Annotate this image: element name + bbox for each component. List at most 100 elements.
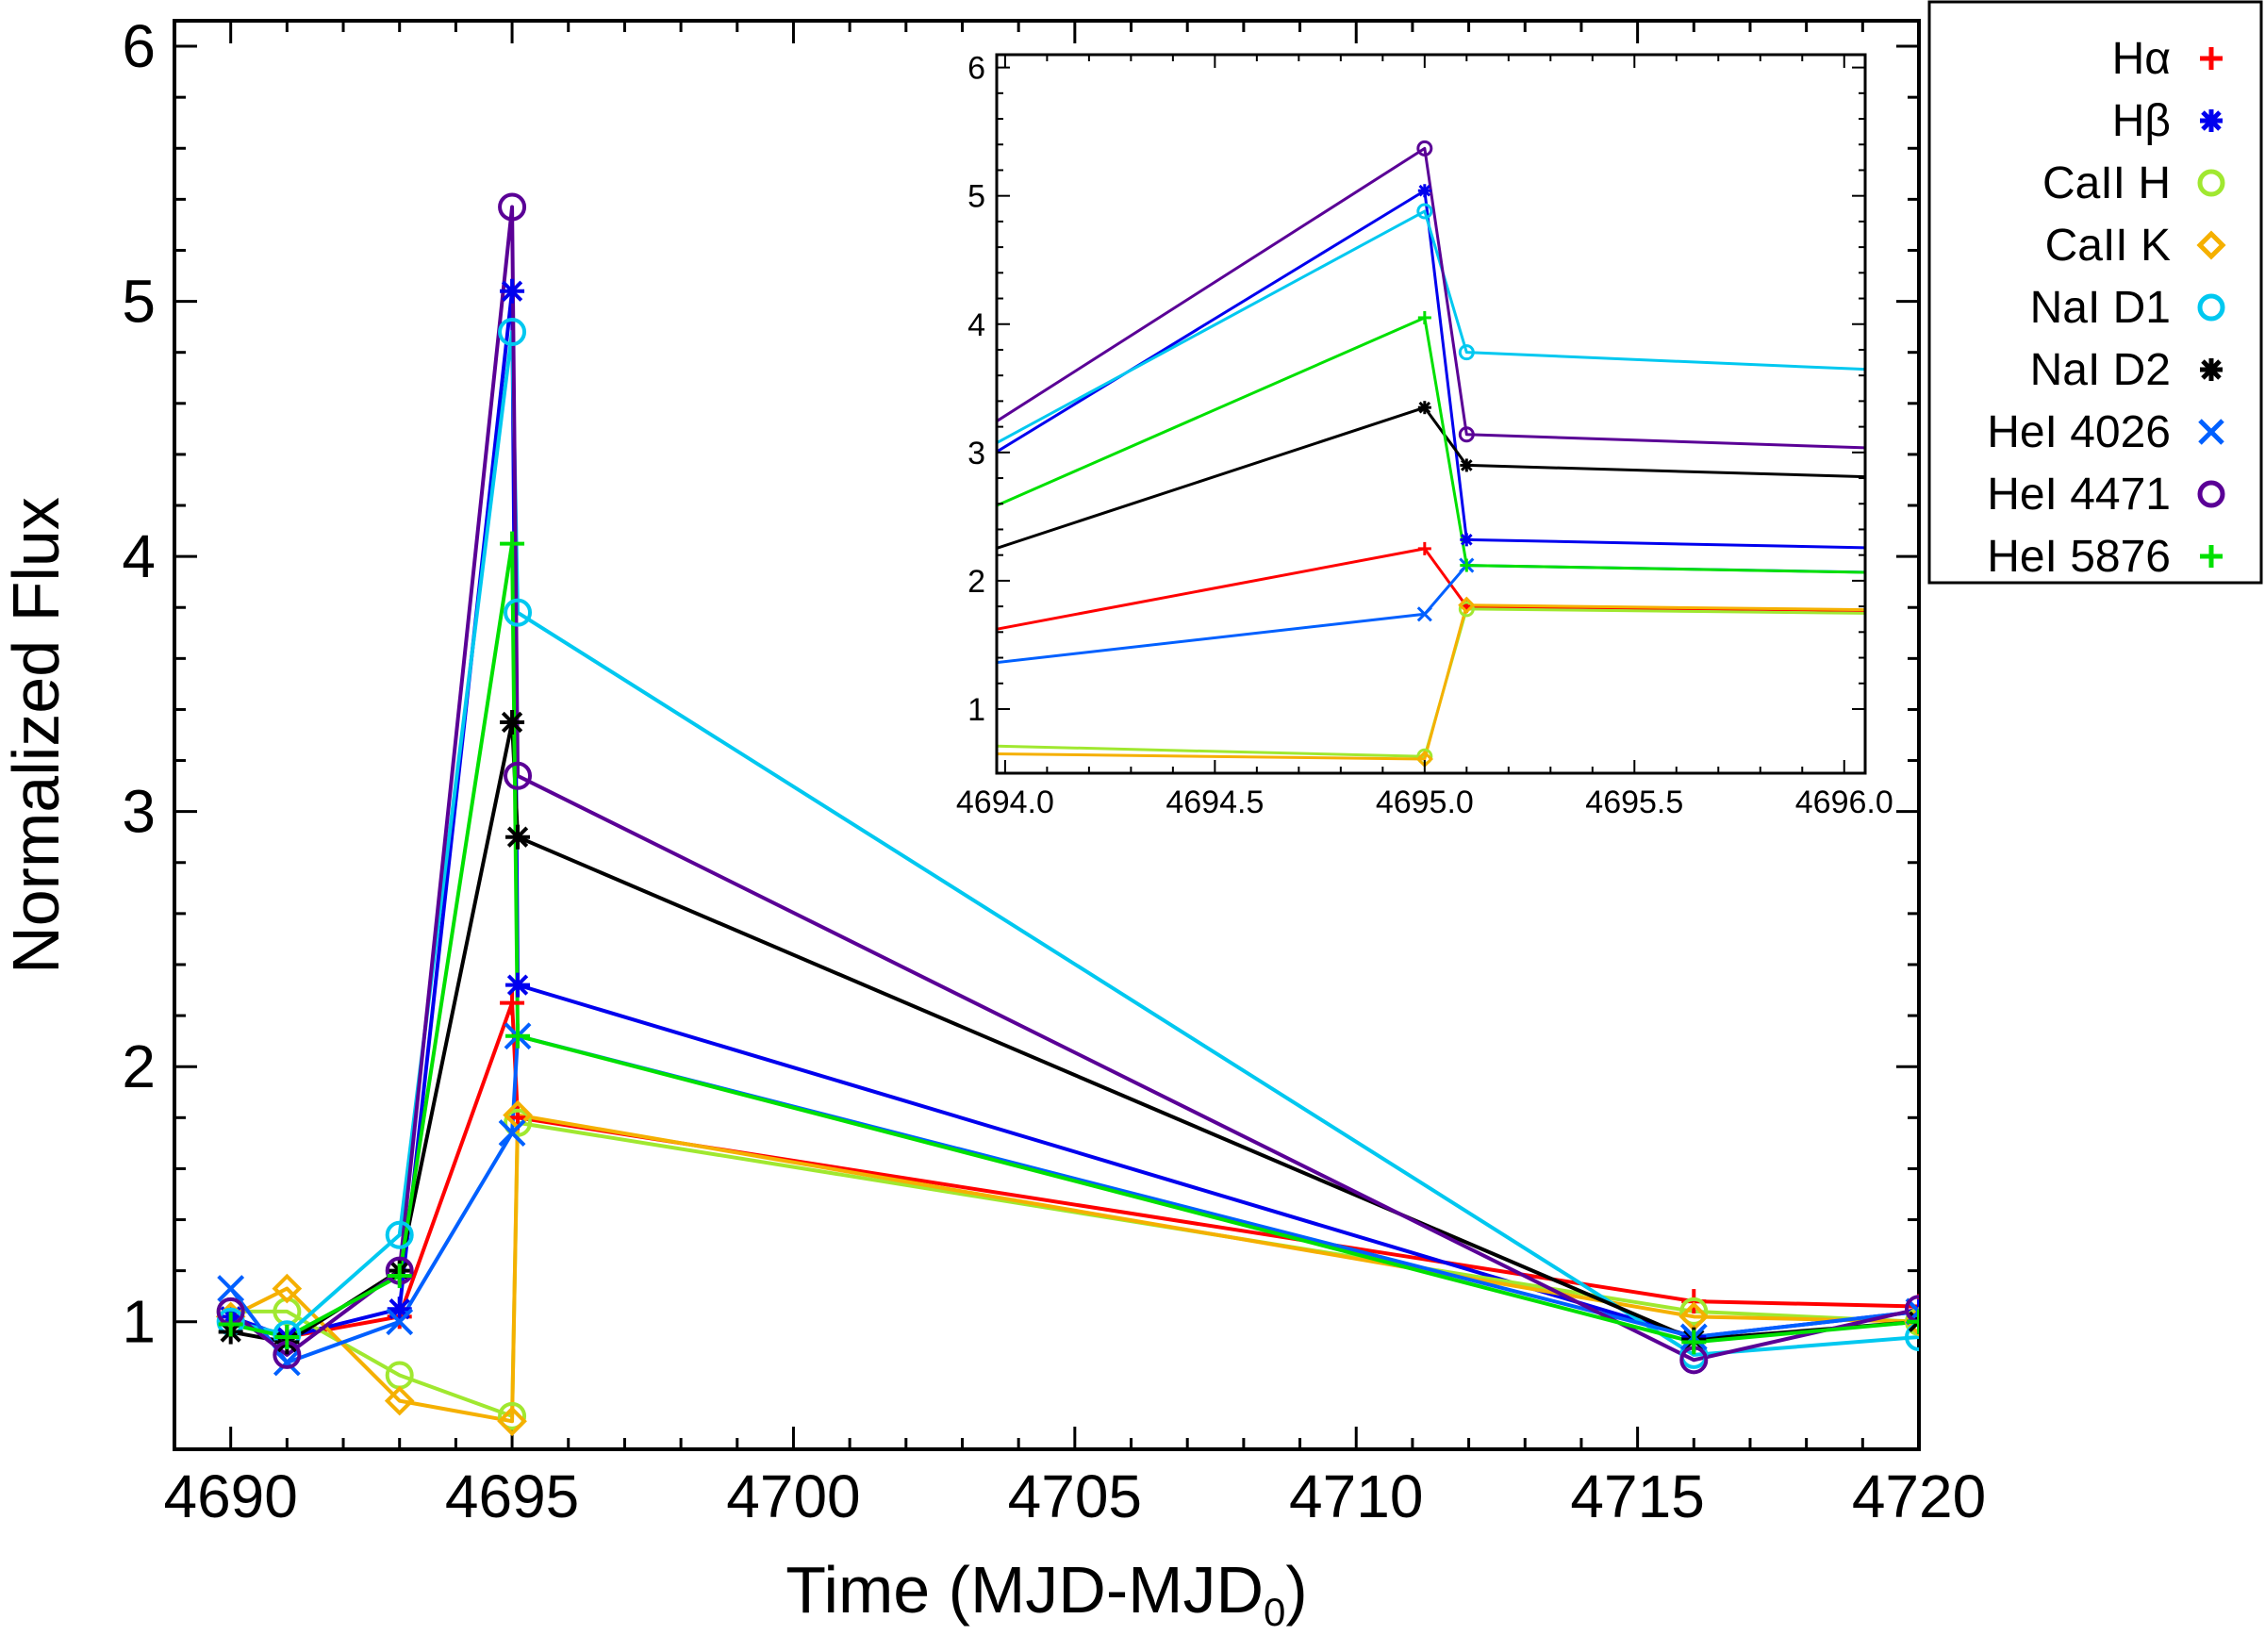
marker-halpha — [500, 990, 525, 1016]
marker-hei-4471 — [1458, 426, 1475, 443]
marker-hei-4471 — [1905, 1295, 1919, 1324]
legend-label-caii-k: CaII K — [2045, 221, 2171, 271]
series-line-nai-d1 — [997, 209, 1865, 445]
y-tick-label: 2 — [122, 1032, 156, 1100]
inset-tick-labels: 4694.0 4694.5 4695.0 4695.5 4696.0 1 2 3 4 5 6 — [956, 51, 1893, 820]
legend-marker-caii-h — [2197, 169, 2225, 197]
legend-marker-halpha — [2200, 47, 2223, 70]
marker-hbeta — [505, 972, 531, 998]
y-tick-label: 4 — [122, 522, 156, 590]
marker-hei-5876 — [387, 1264, 412, 1289]
marker-halpha — [1907, 1294, 1919, 1319]
marker-hei-4026 — [386, 1308, 414, 1336]
main-series-layer — [215, 192, 1919, 1437]
y-tick-label: 6 — [967, 51, 985, 87]
marker-nai-d2 — [505, 824, 531, 850]
x-tick-label: 4695.0 — [1376, 785, 1474, 820]
marker-nai-d2 — [1417, 401, 1431, 415]
series-line-hei-4471 — [997, 146, 1865, 450]
inset-plot-frame — [995, 53, 1867, 775]
marker-halpha — [1417, 541, 1431, 555]
legend-marker-hei-5876 — [2200, 545, 2223, 568]
x-axis-title-close: ) — [1285, 1553, 1307, 1627]
y-tick-label: 3 — [967, 436, 985, 471]
legend-marker-nai-d1 — [2197, 293, 2225, 322]
main-tick-labels: 4690 4695 4700 4705 4710 4715 4720 1 2 3 4 5 6 — [122, 12, 1986, 1530]
legend-marker-hei-4026 — [2198, 419, 2224, 445]
x-tick-label: 4720 — [1852, 1462, 1986, 1530]
y-tick-label: 5 — [122, 268, 156, 336]
x-tick-label: 4694.5 — [1166, 785, 1264, 820]
marker-hei-4026 — [217, 1275, 245, 1302]
marker-hei-4026 — [1416, 606, 1432, 622]
marker-hbeta — [387, 1297, 412, 1322]
inset-plot: 4694.0 4694.5 4695.0 4695.5 4696.0 1 2 3 4 5 6 — [956, 51, 1893, 820]
y-tick-label: 3 — [122, 778, 156, 846]
marker-caii-k — [272, 1273, 303, 1304]
marker-hei-5876 — [1681, 1330, 1707, 1355]
marker-hei-5876 — [274, 1324, 300, 1349]
marker-nai-d2 — [500, 709, 525, 735]
series-markers — [215, 192, 1919, 1437]
marker-hbeta — [1460, 533, 1474, 547]
marker-caii-h — [1458, 601, 1475, 618]
marker-hei-5876 — [218, 1312, 243, 1337]
x-axis-title-main: Time (MJD-MJD — [785, 1553, 1264, 1627]
marker-caii-h — [1679, 1297, 1709, 1326]
legend-items: Hα Hβ CaII H CaII K NaI D1 NaI D2 HeI 4026 HeI … — [1987, 34, 2226, 582]
y-tick-label: 5 — [967, 179, 985, 215]
x-axis-title: Time (MJD-MJD0) — [785, 1553, 1307, 1634]
legend-label-caii-h: CaII H — [2042, 158, 2171, 208]
marker-hbeta — [500, 278, 525, 304]
series-line-hei-4471 — [229, 205, 1919, 1363]
legend-marker-hbeta — [2200, 109, 2223, 132]
legend-marker-hei-4471 — [2197, 480, 2225, 508]
legend: Hα Hβ CaII H CaII K NaI D1 NaI D2 HeI 4026 HeI … — [1927, 0, 2263, 585]
marker-nai-d1 — [504, 598, 533, 627]
marker-hei-4026 — [273, 1348, 301, 1377]
inset-series-layer — [997, 140, 1865, 768]
x-axis-title-subscript: 0 — [1264, 1590, 1285, 1634]
x-tick-label: 4690 — [163, 1462, 297, 1530]
marker-nai-d1 — [1458, 344, 1475, 361]
marker-hei-5876 — [1907, 1309, 1919, 1334]
legend-marker-caii-k — [2196, 230, 2226, 260]
main-plot: 4690 4695 4700 4705 4710 4715 4720 1 2 3 4 5 6 — [122, 12, 1986, 1530]
y-tick-label: 2 — [967, 564, 985, 600]
x-tick-label: 4700 — [726, 1462, 860, 1530]
inset-axis-ticks — [997, 55, 1865, 773]
y-tick-label: 1 — [122, 1288, 156, 1356]
marker-hei-4471 — [504, 761, 533, 790]
marker-nai-d1 — [385, 1220, 414, 1249]
marker-caii-h — [498, 1401, 527, 1430]
marker-hei-4026 — [498, 1119, 526, 1147]
marker-hei-4471 — [498, 192, 527, 222]
legend-label-halpha: Hα — [2112, 34, 2171, 84]
x-tick-label: 4710 — [1289, 1462, 1423, 1530]
marker-caii-h — [504, 1108, 533, 1137]
marker-hei-5876 — [1460, 558, 1474, 572]
legend-label-nai-d2: NaI D2 — [2030, 345, 2171, 395]
marker-nai-d1 — [1905, 1322, 1919, 1351]
series-markers — [1415, 140, 1476, 768]
marker-caii-k — [1458, 596, 1476, 614]
legend-label-hei-5876: HeI 5876 — [1987, 532, 2171, 582]
marker-nai-d1 — [1416, 203, 1433, 220]
marker-hbeta — [1417, 184, 1431, 198]
legend-label-hbeta: Hβ — [2112, 96, 2171, 146]
marker-nai-d2 — [1460, 458, 1474, 472]
y-tick-label: 1 — [967, 692, 985, 728]
legend-label-hei-4026: HeI 4026 — [1987, 407, 2171, 457]
x-tick-label: 4705 — [1008, 1462, 1142, 1530]
x-tick-label: 4694.0 — [956, 785, 1054, 820]
marker-caii-k — [497, 1406, 527, 1437]
y-axis-title: Normalized Flux — [0, 497, 73, 974]
main-plot-frame — [173, 19, 1921, 1451]
x-tick-label: 4696.0 — [1795, 785, 1893, 820]
marker-hei-5876 — [505, 1023, 531, 1049]
x-tick-label: 4695 — [445, 1462, 579, 1530]
x-tick-label: 4695.5 — [1585, 785, 1683, 820]
x-tick-label: 4715 — [1570, 1462, 1704, 1530]
marker-hei-5876 — [500, 531, 525, 556]
